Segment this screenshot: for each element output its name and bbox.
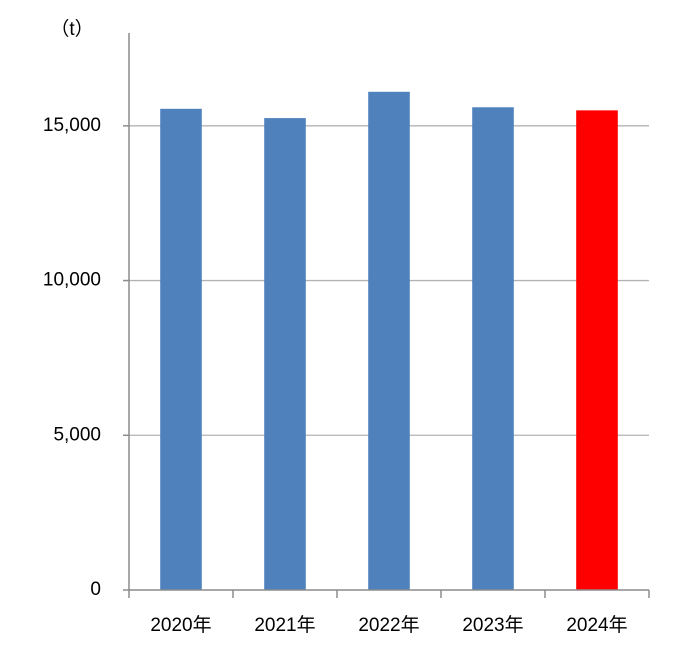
y-tick-label: 15,000 xyxy=(43,115,101,136)
bar xyxy=(160,108,202,590)
bar xyxy=(368,91,410,591)
x-tick-label: 2020年 xyxy=(150,614,211,636)
y-tick-label: 5,000 xyxy=(53,424,101,445)
bar xyxy=(576,110,618,590)
bar xyxy=(264,118,306,590)
y-tick-label: 0 xyxy=(90,579,101,600)
x-tick-label: 2022年 xyxy=(358,614,419,636)
x-tick-label: 2023年 xyxy=(462,614,523,636)
bar xyxy=(472,107,514,591)
x-tick-label: 2024年 xyxy=(566,614,627,636)
x-tick-label: 2021年 xyxy=(254,614,315,636)
y-axis-unit: （t） xyxy=(50,18,93,40)
y-tick-label: 10,000 xyxy=(43,270,101,291)
